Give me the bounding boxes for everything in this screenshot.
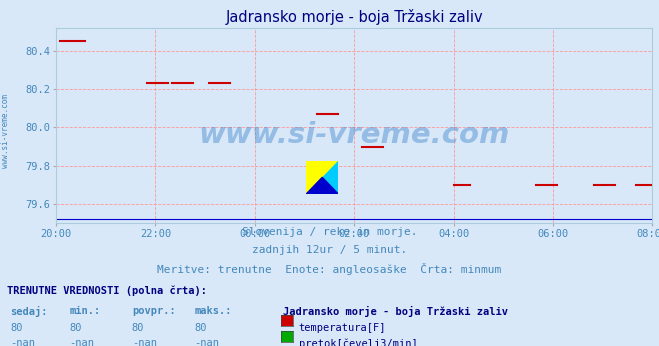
Text: 80: 80 — [132, 323, 144, 333]
Text: temperatura[F]: temperatura[F] — [299, 323, 386, 333]
Text: 80: 80 — [69, 323, 82, 333]
Text: -nan: -nan — [69, 338, 94, 346]
Text: -nan: -nan — [10, 338, 35, 346]
Text: Jadransko morje - boja Tržaski zaliv: Jadransko morje - boja Tržaski zaliv — [283, 306, 508, 317]
Text: povpr.:: povpr.: — [132, 306, 175, 316]
Text: maks.:: maks.: — [194, 306, 232, 316]
Text: 80: 80 — [10, 323, 22, 333]
Polygon shape — [306, 161, 338, 194]
Text: pretok[čevelj3/min]: pretok[čevelj3/min] — [299, 338, 417, 346]
Text: www.si-vreme.com: www.si-vreme.com — [1, 94, 10, 169]
Text: Meritve: trenutne  Enote: angleosaške  Črta: minmum: Meritve: trenutne Enote: angleosaške Črt… — [158, 263, 501, 275]
Text: -nan: -nan — [194, 338, 219, 346]
Polygon shape — [306, 177, 338, 194]
Title: Jadransko morje - boja Tržaski zaliv: Jadransko morje - boja Tržaski zaliv — [225, 9, 483, 25]
Text: TRENUTNE VREDNOSTI (polna črta):: TRENUTNE VREDNOSTI (polna črta): — [7, 285, 206, 296]
Text: Slovenija / reke in morje.: Slovenija / reke in morje. — [242, 227, 417, 237]
Text: 80: 80 — [194, 323, 207, 333]
Text: -nan: -nan — [132, 338, 157, 346]
Text: sedaj:: sedaj: — [10, 306, 47, 317]
Polygon shape — [306, 161, 338, 194]
Text: zadnjih 12ur / 5 minut.: zadnjih 12ur / 5 minut. — [252, 245, 407, 255]
Text: www.si-vreme.com: www.si-vreme.com — [198, 121, 510, 149]
Text: min.:: min.: — [69, 306, 100, 316]
